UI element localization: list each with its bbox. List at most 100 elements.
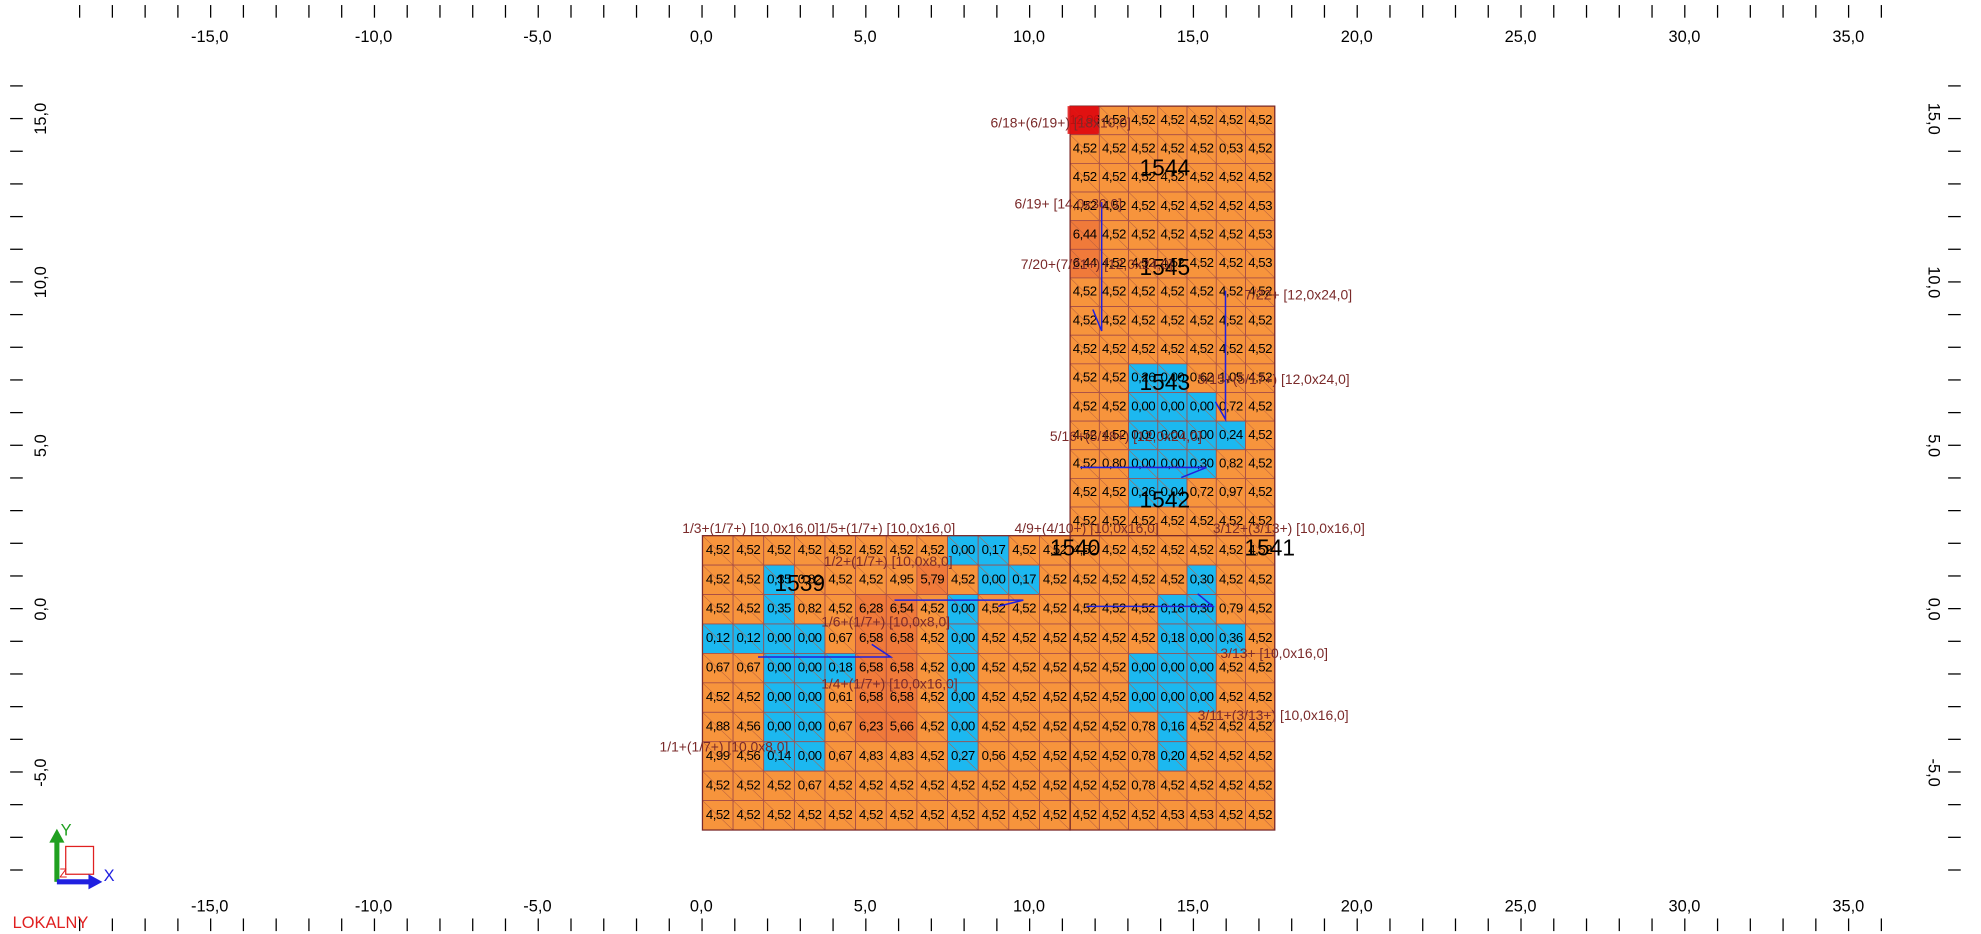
- cell-value: 4,52: [1131, 312, 1155, 327]
- cell-value: 0,00: [767, 718, 791, 733]
- cell-value: 4,52: [1190, 255, 1214, 270]
- cell-value: 4,52: [1073, 689, 1097, 704]
- x-tick-label: 10,0: [1013, 897, 1045, 915]
- system-label: LOKALNY: [13, 914, 89, 932]
- x-tick-label: 0,0: [690, 28, 713, 46]
- x-arrow-head: [88, 874, 102, 889]
- cell-value: 4,52: [1219, 312, 1243, 327]
- cell-value: 4,52: [1073, 484, 1097, 499]
- reinforcement-label: 3/13+ [10,0x16,0]: [1220, 645, 1328, 661]
- cell-value: 0,12: [737, 630, 761, 645]
- cell-value: 4,52: [1219, 748, 1243, 763]
- cell-value: 4,52: [1248, 112, 1272, 127]
- z-label: Z: [59, 867, 67, 881]
- cell-value: 4,52: [982, 689, 1006, 704]
- cell-value: 4,52: [890, 807, 914, 822]
- slab-number: 1544: [1140, 154, 1191, 180]
- cell-value: 0,00: [798, 660, 822, 675]
- x-tick-label: 25,0: [1505, 897, 1537, 915]
- x-tick-label: -15,0: [191, 897, 228, 915]
- cell-value: 6,44: [1073, 226, 1097, 241]
- cell-value: 4,52: [1073, 718, 1097, 733]
- cell-value: 0,67: [828, 748, 852, 763]
- cell-value: 4,52: [982, 660, 1006, 675]
- cell-value: 0,00: [798, 630, 822, 645]
- cell-value: 4,52: [798, 807, 822, 822]
- cell-value: 4,52: [1102, 630, 1126, 645]
- cell-value: 4,52: [1161, 513, 1185, 528]
- cell-value: 0,00: [951, 660, 975, 675]
- reinforcement-label: 5/16+(5/18+) [12,0x24,0]: [1050, 428, 1202, 444]
- cell-value: 0,67: [706, 660, 730, 675]
- cell-value: 4,52: [1073, 777, 1097, 792]
- cell-value: 4,52: [1012, 660, 1036, 675]
- cell-value: 4,52: [890, 777, 914, 792]
- cell-value: 4,52: [1219, 112, 1243, 127]
- y-tick-label: 10,0: [1925, 266, 1943, 298]
- cell-value: 0,82: [798, 601, 822, 616]
- reinforcement-label: 4/9+(4/10+) [10,0x16,0]: [1015, 520, 1159, 536]
- cell-value: 4,52: [1219, 341, 1243, 356]
- x-tick-label: -10,0: [355, 28, 392, 46]
- cell-value: 4,52: [1131, 341, 1155, 356]
- cell-value: 0,00: [1131, 689, 1155, 704]
- x-tick-label: 25,0: [1505, 28, 1537, 46]
- cell-value: 4,52: [1248, 660, 1272, 675]
- cell-value: 4,52: [1161, 777, 1185, 792]
- cell-value: 4,52: [1102, 777, 1126, 792]
- cell-value: 4,52: [1043, 660, 1067, 675]
- cell-value: 4,52: [1043, 748, 1067, 763]
- cell-value: 0,17: [982, 542, 1006, 557]
- cell-value: 4,52: [859, 777, 883, 792]
- cell-value: 0,00: [951, 630, 975, 645]
- cell-value: 4,52: [1219, 169, 1243, 184]
- cell-value: 4,52: [1012, 630, 1036, 645]
- cell-value: 0,72: [1219, 398, 1243, 413]
- cell-value: 4,52: [1131, 630, 1155, 645]
- cell-value: 4,52: [1190, 312, 1214, 327]
- x-tick-label: 30,0: [1668, 28, 1700, 46]
- cell-value: 4,52: [920, 630, 944, 645]
- cell-value: 4,52: [1043, 630, 1067, 645]
- cell-value: 4,52: [1073, 284, 1097, 299]
- cell-value: 0,00: [767, 660, 791, 675]
- cell-value: 4,52: [706, 571, 730, 586]
- y-tick-label: 0,0: [32, 598, 50, 621]
- x-tick-label: 30,0: [1668, 897, 1700, 915]
- cell-value: 0,00: [798, 718, 822, 733]
- cell-value: 4,52: [828, 571, 852, 586]
- slab-number: 1540: [1050, 535, 1101, 561]
- x-tick-label: 0,0: [690, 897, 713, 915]
- cell-value: 0,00: [1190, 398, 1214, 413]
- y-tick-label: 15,0: [1925, 103, 1943, 135]
- cell-value: 4,52: [1073, 370, 1097, 385]
- cell-value: 4,52: [737, 601, 761, 616]
- cell-value: 4,52: [951, 807, 975, 822]
- cell-value: 5,66: [890, 718, 914, 733]
- cell-value: 4,52: [706, 601, 730, 616]
- cell-value: 4,52: [1219, 571, 1243, 586]
- cell-value: 4,52: [1073, 601, 1097, 616]
- cell-value: 4,52: [1161, 284, 1185, 299]
- cell-value: 4,52: [1012, 807, 1036, 822]
- cell-value: 0,53: [1219, 141, 1243, 156]
- cell-value: 0,00: [1131, 398, 1155, 413]
- cell-value: 4,52: [1102, 341, 1126, 356]
- cell-value: 0,18: [1161, 630, 1185, 645]
- cell-value: 4,52: [1219, 807, 1243, 822]
- x-tick-label: 5,0: [854, 897, 877, 915]
- cell-value: 4,52: [1161, 198, 1185, 213]
- reinforcement-label: 1/1+(1/7+) [10,0x8,0]: [660, 739, 789, 755]
- cell-value: 0,56: [982, 748, 1006, 763]
- cell-value: 4,52: [1102, 571, 1126, 586]
- cell-value: 4,52: [1073, 169, 1097, 184]
- cell-value: 4,52: [1190, 777, 1214, 792]
- cell-value: 4,52: [1073, 141, 1097, 156]
- reinforcement-label: 1/6+(1/7+) [10,0x8,0]: [821, 614, 950, 630]
- cell-value: 4,52: [737, 689, 761, 704]
- cell-value: 0,67: [828, 718, 852, 733]
- cell-value: 4,52: [920, 748, 944, 763]
- x-tick-label: 15,0: [1177, 897, 1209, 915]
- reinforcement-label: 1/5+(1/7+) [10,0x16,0]: [819, 520, 956, 536]
- cell-value: 4,52: [1012, 718, 1036, 733]
